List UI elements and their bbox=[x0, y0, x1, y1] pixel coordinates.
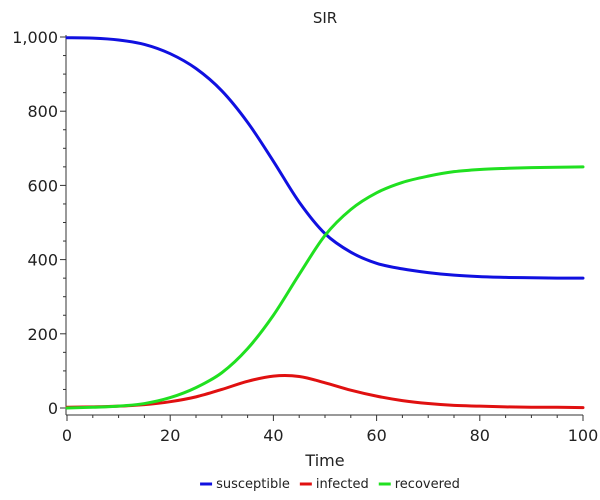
x-tick-label: 0 bbox=[62, 426, 72, 445]
x-tick-label: 40 bbox=[263, 426, 283, 445]
x-tick-label: 100 bbox=[568, 426, 599, 445]
y-tick-label: 400 bbox=[27, 251, 58, 270]
series-line-susceptible bbox=[65, 36, 585, 280]
chart-title: SIR bbox=[313, 9, 337, 27]
x-tick-label: 20 bbox=[160, 426, 180, 445]
axes: 0 200 400 600 800 1,000 0 20 40 60 80 100 bbox=[12, 28, 598, 445]
series-line-infected bbox=[65, 374, 585, 410]
legend-label-infected: infected bbox=[316, 477, 369, 492]
x-tick-label: 80 bbox=[470, 426, 490, 445]
y-tick-label: 0 bbox=[48, 399, 58, 418]
legend-label-recovered: recovered bbox=[395, 477, 460, 492]
legend: susceptible infected recovered bbox=[200, 477, 460, 492]
y-tick-label: 1,000 bbox=[12, 28, 58, 47]
y-tick-label: 200 bbox=[27, 325, 58, 344]
y-tick-label: 600 bbox=[27, 176, 58, 195]
x-axis-title: Time bbox=[304, 451, 344, 470]
series-layer bbox=[65, 36, 585, 410]
legend-label-susceptible: susceptible bbox=[216, 477, 290, 492]
y-tick-label: 800 bbox=[27, 102, 58, 121]
series-line-recovered bbox=[65, 165, 585, 410]
x-tick-label: 60 bbox=[366, 426, 386, 445]
